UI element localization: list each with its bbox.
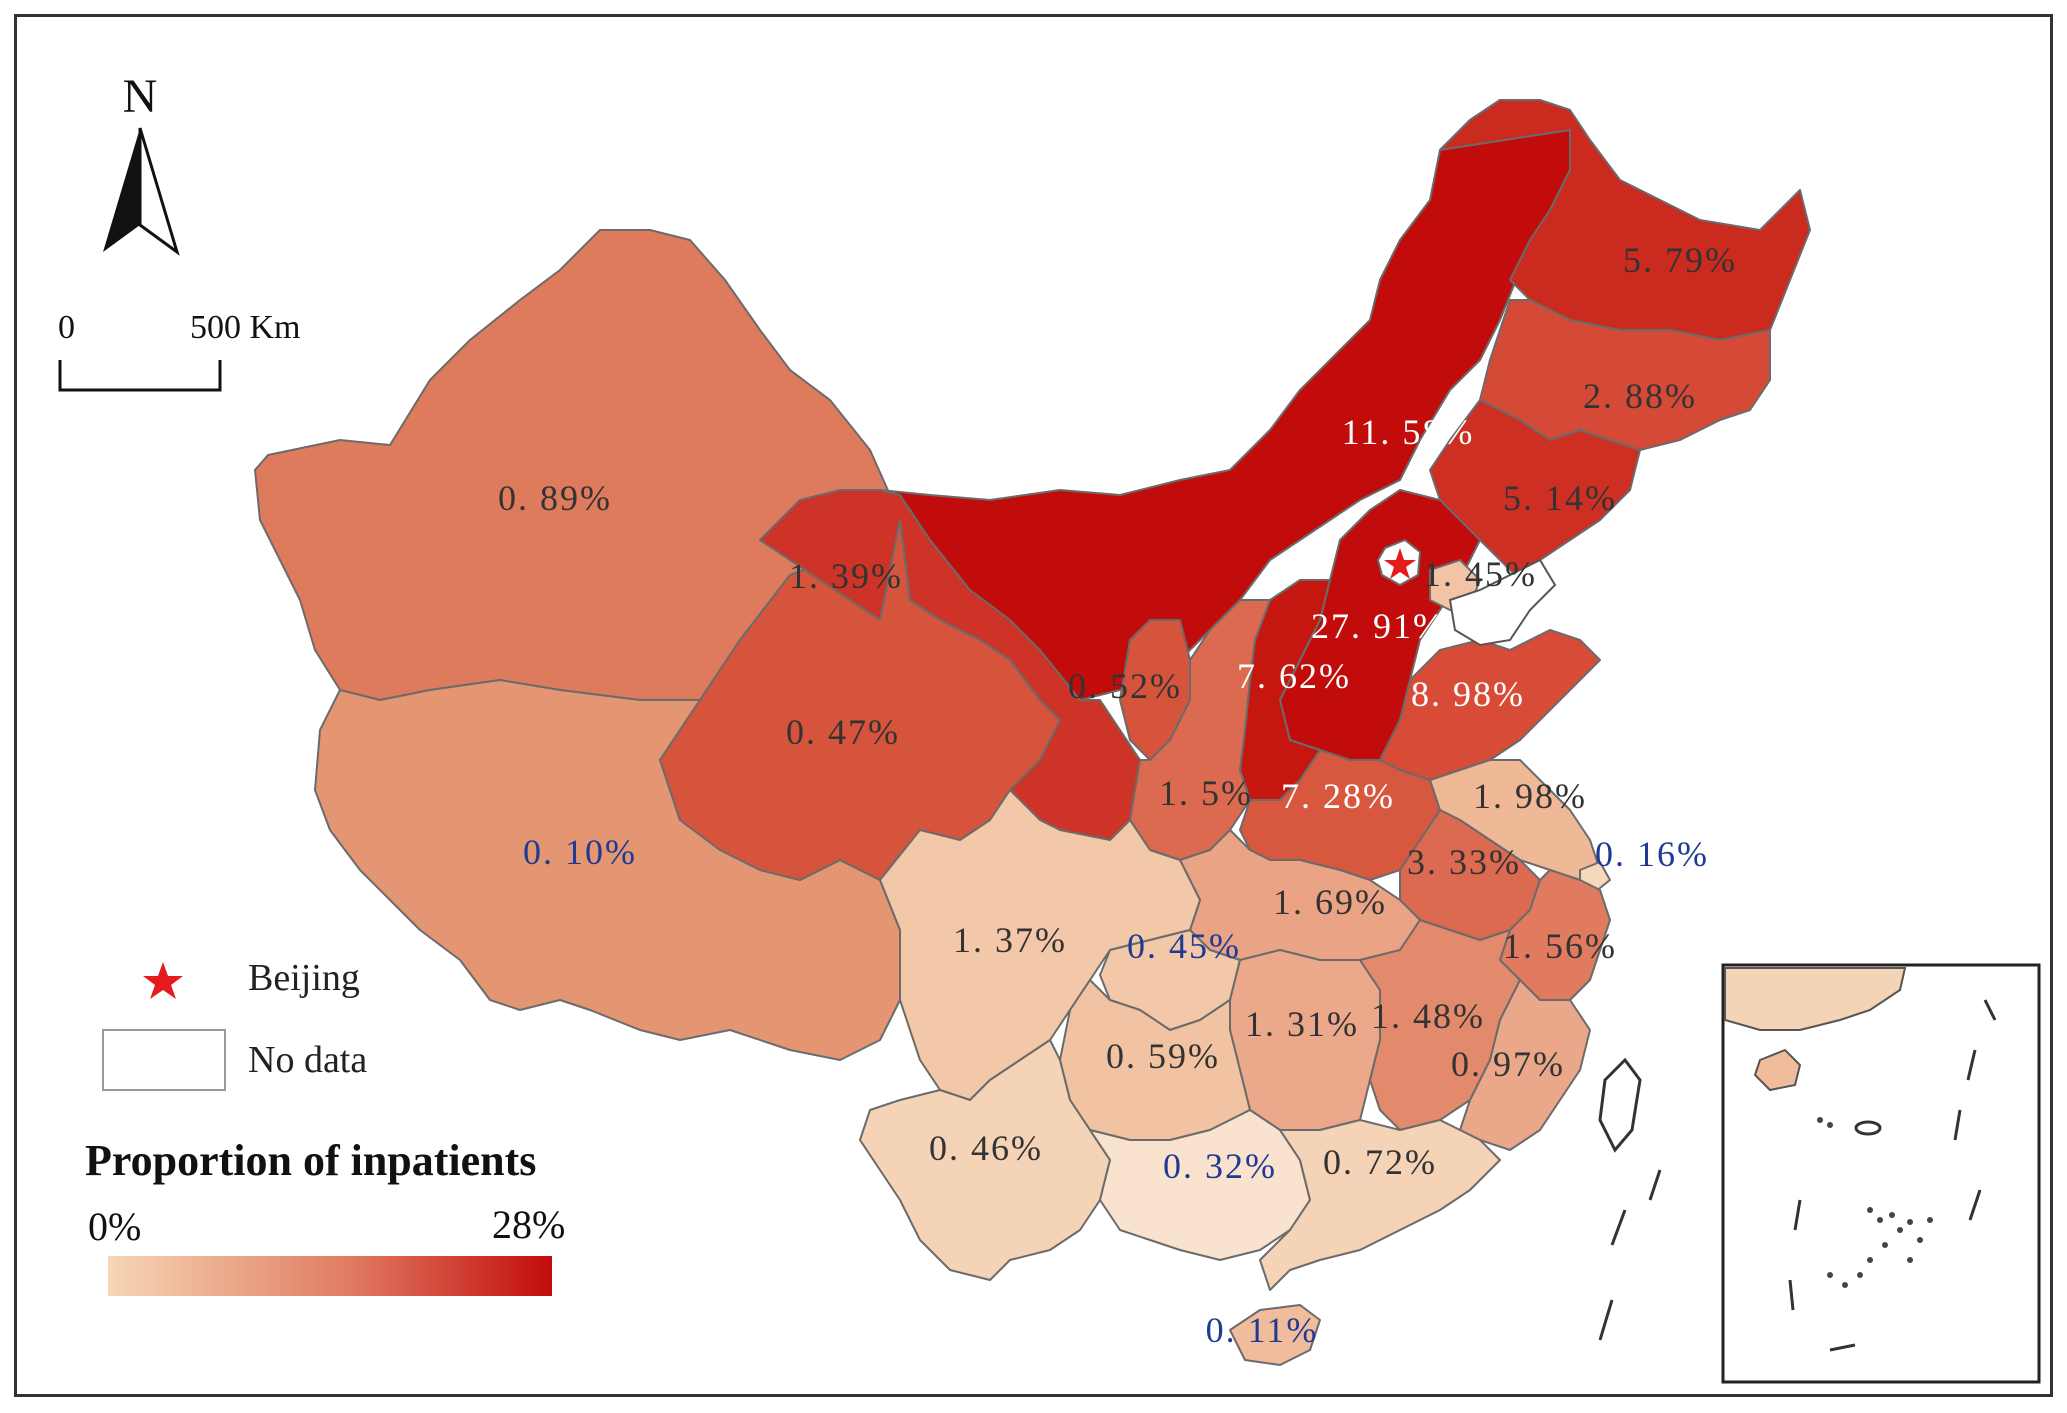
region-label-ningxia: 0. 52% [1068,666,1182,706]
legend-no-data-label: No data [248,1039,367,1081]
region-label-guangdong: 0. 72% [1323,1142,1437,1182]
legend-min-label: 0% [88,1204,141,1249]
region-label-qinghai: 0. 47% [786,712,900,752]
region-label-shaanxi: 1. 5% [1159,773,1253,813]
region-label-anhui: 3. 33% [1407,842,1521,882]
region-label-jilin: 2. 88% [1583,376,1697,416]
region-label-jiangsu: 1. 98% [1473,776,1587,816]
legend-color-ramp [108,1256,552,1296]
legend-no-data-swatch [102,1029,226,1091]
legend-beijing-star-icon [143,962,183,999]
region-label-tibet: 0. 10% [523,832,637,872]
region-tibet [314,679,901,1061]
region-label-hubei: 1. 69% [1273,882,1387,922]
region-heilongjiang [1439,99,1811,341]
region-label-shandong: 8. 98% [1411,674,1525,714]
region-label-hainan: 0. 11% [1206,1310,1319,1350]
region-label-shanghai: 0. 16% [1595,834,1709,874]
region-label-sichuan: 1. 37% [953,920,1067,960]
region-label-guangxi: 0. 32% [1163,1146,1277,1186]
legend: Beijing No data Proportion of inpatients… [85,957,565,1296]
north-arrow-icon [103,128,140,252]
region-label-chongqing: 0. 45% [1127,926,1241,966]
region-label-yunnan: 0. 46% [929,1128,1043,1168]
region-label-heilongjiang: 5. 79% [1623,240,1737,280]
region-label-fujian: 0. 97% [1451,1044,1565,1084]
region-liaoning [1429,399,1641,581]
region-yunnan [859,1039,1111,1281]
region-label-henan: 7. 28% [1281,776,1395,816]
region-label-tianjin: 1. 45% [1423,554,1537,594]
region-hainan [1229,1304,1321,1366]
north-arrow: N [103,70,180,256]
region-fujian [1459,979,1591,1151]
south-sea-islands [1598,1169,1662,1341]
north-letter: N [123,70,158,123]
region-label-xinjiang: 0. 89% [498,478,612,518]
legend-title: Proportion of inpatients [85,1136,536,1185]
region-label-gansu: 1. 39% [789,556,903,596]
taiwan-island [1598,1057,1642,1153]
legend-max-label: 28% [492,1202,565,1247]
south-china-sea-inset [1721,963,2041,1384]
scale-end-label: 500 Km [190,309,301,346]
region-label-hebei: 27. 91% [1311,606,1445,646]
region-label-jiangxi: 1. 48% [1371,996,1485,1036]
region-guangdong [1259,1119,1501,1291]
scale-start-label: 0 [58,309,75,346]
region-label-shanxi: 7. 62% [1237,656,1351,696]
bohai-sea [1448,558,1557,647]
region-label-zhejiang: 1. 56% [1503,926,1617,966]
region-labels: 0. 89% 0. 10% 0. 47% 1. 39% 11. 58% 5. 79% 2. … [498,240,1737,1350]
region-label-hunan: 1. 31% [1245,1004,1359,1044]
legend-beijing-label: Beijing [248,957,360,999]
region-label-liaoning: 5. 14% [1503,478,1617,518]
region-label-inner-mongolia: 11. 58% [1342,412,1475,452]
beijing-star-icon [1384,548,1416,579]
region-label-guizhou: 0. 59% [1106,1036,1220,1076]
scale-bar: 0 500 Km [58,309,301,392]
